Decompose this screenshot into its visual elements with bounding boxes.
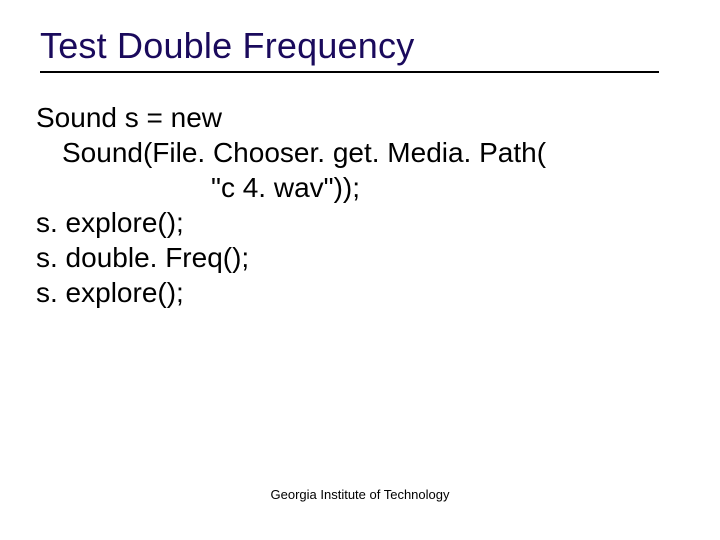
code-line: Sound(File. Chooser. get. Media. Path( xyxy=(36,135,676,170)
code-block: Sound s = new Sound(File. Chooser. get. … xyxy=(36,100,676,310)
footer-text: Georgia Institute of Technology xyxy=(0,487,720,502)
code-line: Sound s = new xyxy=(36,100,676,135)
code-line: s. double. Freq(); xyxy=(36,240,676,275)
slide-title: Test Double Frequency xyxy=(40,25,659,73)
code-line: "c 4. wav")); xyxy=(36,170,676,205)
code-line: s. explore(); xyxy=(36,275,676,310)
code-line: s. explore(); xyxy=(36,205,676,240)
slide: Test Double Frequency Sound s = new Soun… xyxy=(0,0,720,540)
